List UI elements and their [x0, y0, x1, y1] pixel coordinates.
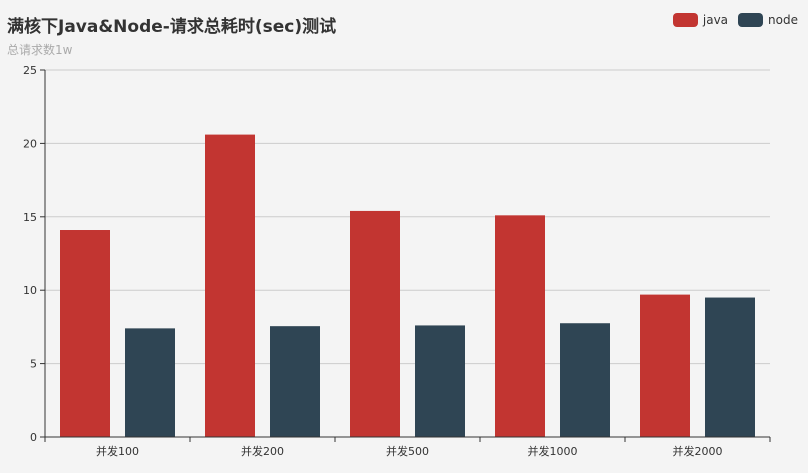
y-tick-label: 10: [23, 284, 37, 297]
axes: [40, 69, 771, 442]
tick-labels: 0 5 10 15 20 25 并发100 并发200 并发500 并发1000 并发2000: [23, 64, 723, 458]
x-tick-label: 并发500: [386, 444, 429, 458]
legend-label-node: node: [768, 13, 798, 27]
y-tick-label: 5: [30, 358, 37, 371]
bar-node-1[interactable]: [270, 326, 320, 437]
bar-node-4[interactable]: [705, 297, 755, 437]
x-tick-label: 并发2000: [673, 444, 723, 458]
legend-item-node[interactable]: node: [738, 13, 798, 27]
x-tick-label: 并发200: [241, 444, 284, 458]
bars: [60, 134, 755, 438]
legend-label-java: java: [702, 13, 729, 27]
bar-java-3[interactable]: [495, 215, 545, 437]
x-tick-label: 并发1000: [528, 444, 578, 458]
y-tick-label: 15: [23, 211, 37, 224]
chart-title: 满核下Java&Node-请求总耗时(sec)测试: [7, 17, 337, 37]
bar-java-1[interactable]: [205, 134, 255, 438]
legend: java node: [672, 13, 798, 27]
legend-swatch-java: [672, 13, 698, 27]
bar-node-0[interactable]: [125, 328, 175, 437]
y-tick-label: 20: [23, 137, 37, 150]
y-tick-label: 0: [30, 431, 37, 444]
x-tick-label: 并发100: [96, 444, 139, 458]
y-tick-label: 25: [23, 64, 37, 77]
bar-java-4[interactable]: [640, 294, 690, 437]
bar-java-0[interactable]: [60, 230, 110, 437]
bar-node-2[interactable]: [415, 325, 465, 437]
legend-item-java[interactable]: java: [672, 13, 729, 27]
chart-subtitle: 总请求数1w: [7, 43, 73, 57]
bar-node-3[interactable]: [560, 323, 610, 437]
legend-swatch-node: [738, 13, 764, 27]
bar-java-2[interactable]: [350, 210, 400, 437]
